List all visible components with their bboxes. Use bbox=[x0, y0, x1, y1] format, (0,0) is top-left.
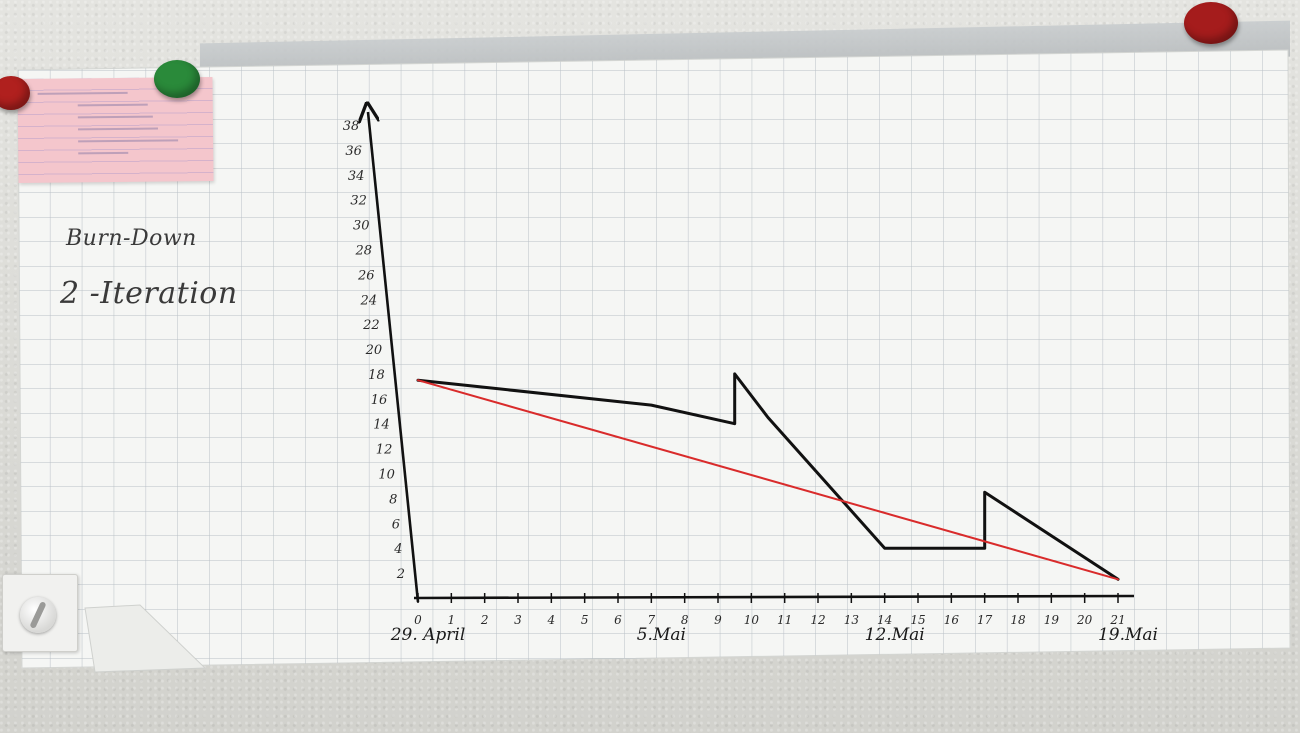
poster-paper bbox=[17, 49, 1291, 673]
y-tick-label: 38 bbox=[343, 119, 360, 134]
date-label: 19.Mai bbox=[1098, 625, 1158, 645]
chart-subtitle: 2 -Iteration bbox=[60, 276, 238, 311]
x-axis bbox=[413, 594, 1135, 600]
y-tick-label: 24 bbox=[360, 293, 378, 308]
y-tick-label: 6 bbox=[392, 517, 400, 532]
x-tick-label: 17 bbox=[977, 613, 993, 627]
x-tick-label: 10 bbox=[744, 613, 760, 627]
x-tick-label: 13 bbox=[844, 613, 860, 627]
red-magnet-right bbox=[1184, 2, 1238, 44]
x-tick-label: 8 bbox=[681, 613, 689, 627]
chart-title: Burn-Down bbox=[66, 226, 197, 251]
y-tick-label: 18 bbox=[368, 368, 385, 383]
x-tick-label: 21 bbox=[1109, 613, 1125, 627]
green-magnet bbox=[154, 60, 200, 98]
y-tick-label: 14 bbox=[373, 418, 390, 433]
y-tick-label: 12 bbox=[376, 443, 393, 458]
y-tick-label: 30 bbox=[353, 219, 370, 234]
x-tick-label: 2 bbox=[480, 613, 489, 627]
y-tick-label: 22 bbox=[362, 318, 380, 333]
x-tick-label: 6 bbox=[614, 613, 622, 627]
x-tick-label: 7 bbox=[648, 613, 656, 627]
y-tick-label: 20 bbox=[365, 343, 383, 358]
date-label: 29. April bbox=[390, 625, 466, 645]
x-tick-label: 12 bbox=[810, 613, 825, 627]
y-tick-label: 4 bbox=[393, 542, 402, 557]
x-tick-label: 16 bbox=[944, 613, 960, 627]
actual-remaining-line bbox=[416, 372, 1120, 581]
y-tick-label: 32 bbox=[350, 194, 367, 209]
x-tick-label: 11 bbox=[777, 613, 792, 627]
x-tick-label: 20 bbox=[1076, 613, 1093, 627]
x-tick-label: 0 bbox=[414, 613, 422, 627]
red-magnet-left bbox=[0, 76, 30, 110]
y-tick-label: 16 bbox=[371, 393, 388, 408]
y-tick-label: 28 bbox=[354, 243, 372, 258]
y-tick-label: 34 bbox=[348, 169, 365, 184]
wall-switch bbox=[2, 574, 78, 652]
x-tick-label: 5 bbox=[581, 613, 589, 627]
date-label: 12.Mai bbox=[865, 625, 925, 645]
x-tick-label: 14 bbox=[877, 613, 892, 627]
x-tick-label: 15 bbox=[910, 613, 925, 627]
x-tick-label: 19 bbox=[1044, 613, 1060, 627]
y-tick-label: 2 bbox=[396, 567, 405, 582]
x-tick-label: 1 bbox=[448, 613, 456, 627]
paper-curl bbox=[84, 604, 207, 673]
x-tick-label: 18 bbox=[1010, 613, 1026, 627]
y-tick-label: 26 bbox=[357, 268, 375, 283]
y-tick-label: 10 bbox=[378, 468, 395, 483]
x-tick-label: 3 bbox=[514, 613, 522, 627]
date-label: 5.Mai bbox=[637, 625, 686, 645]
x-tick-label: 9 bbox=[714, 613, 722, 627]
y-axis bbox=[368, 112, 420, 603]
switch-knob bbox=[20, 597, 56, 633]
x-tick-label: 4 bbox=[547, 613, 556, 627]
ideal-burndown-line bbox=[417, 379, 1119, 581]
y-tick-label: 36 bbox=[345, 144, 362, 159]
y-tick-label: 8 bbox=[389, 492, 397, 507]
